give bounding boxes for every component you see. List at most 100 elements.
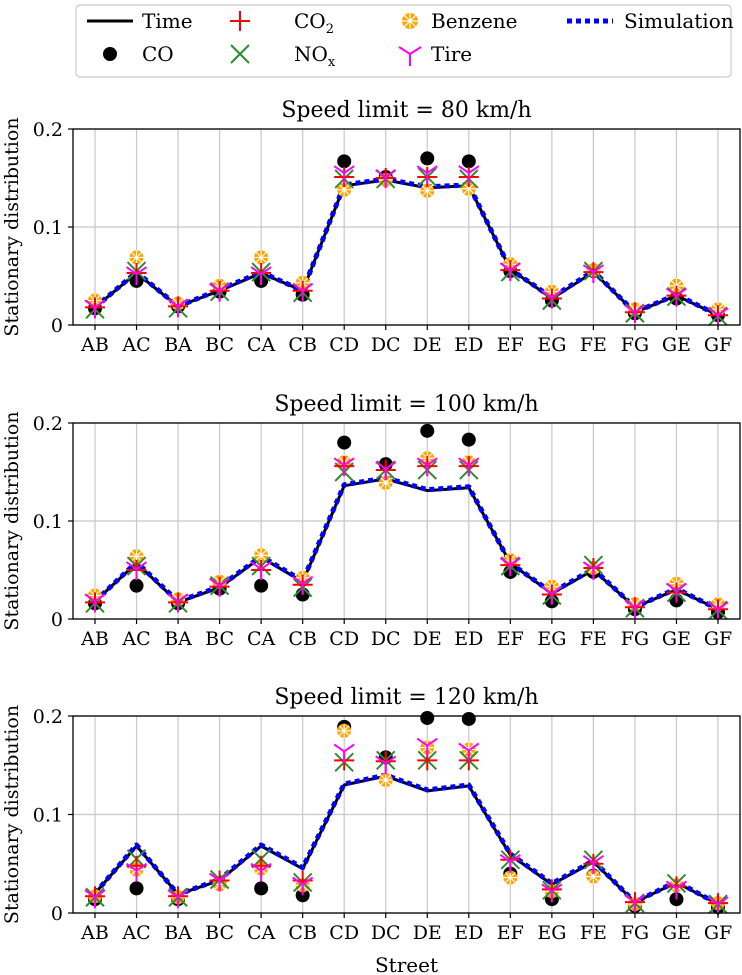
x-tick-label: GE	[662, 628, 691, 650]
point-tire-fe	[582, 264, 604, 284]
chart-title: Speed limit = 100 km/h	[274, 392, 538, 417]
point-tire-ge	[665, 880, 688, 900]
point-tire-ab	[84, 593, 106, 613]
point-tire-ba	[167, 593, 189, 613]
x-tick-label: FE	[580, 628, 607, 650]
y-tick-label: 0	[51, 903, 63, 925]
point-co-cd	[337, 435, 352, 450]
point-tire-ac	[125, 266, 148, 286]
point-tire-ed	[458, 165, 480, 185]
y-tick-label: 0.2	[33, 706, 63, 728]
chart-title: Speed limit = 120 km/h	[274, 685, 538, 710]
series-line-simulation	[93, 772, 720, 907]
point-tire-fe	[582, 854, 604, 874]
x-tick-label: CA	[247, 334, 276, 356]
point-tire-ef	[499, 557, 521, 577]
point-tire-ge	[665, 287, 688, 307]
point-tire-ba	[167, 889, 189, 909]
x-tick-label: GF	[704, 334, 732, 356]
x-tick-label: AB	[80, 628, 109, 650]
point-tire-de	[416, 737, 438, 757]
point-tire-eg	[541, 883, 563, 903]
x-tick-label: BA	[164, 334, 192, 356]
point-tire-ba	[167, 298, 189, 318]
point-tire-eg	[541, 585, 563, 605]
series-line-simulation	[93, 176, 720, 318]
x-tick-label: EF	[497, 334, 524, 356]
point-benzene-dc	[378, 475, 393, 490]
series-line-simulation	[93, 475, 720, 612]
x-tick-label: AC	[121, 628, 150, 650]
point-tire-de	[416, 457, 438, 477]
x-tick-label: EG	[537, 922, 566, 944]
point-tire-ca	[250, 561, 272, 581]
x-tick-label: BA	[164, 922, 192, 944]
x-tick-label: GF	[704, 628, 732, 650]
x-tick-label: DC	[371, 334, 401, 356]
x-tick-label: CA	[247, 922, 276, 944]
point-benzene-ac	[129, 549, 144, 564]
x-tick-label: BC	[205, 334, 234, 356]
point-co-de	[420, 423, 435, 438]
point-tire-de	[416, 165, 438, 185]
x-tick-label: AC	[121, 334, 150, 356]
y-tick-label: 0.1	[33, 217, 63, 239]
point-co-ac	[129, 881, 144, 896]
panel-speed-120: AB AC BA BC CA CB CD DC DE ED EF EG FE FG GE GF 0 0.1 0.2 S…	[1, 685, 741, 975]
point-co-de	[420, 710, 435, 725]
x-tick-label: EF	[497, 628, 524, 650]
x-tick-label: GE	[662, 334, 691, 356]
legend-benzene-label: Benzene	[431, 9, 518, 33]
legend-nox-label: NOx	[294, 42, 336, 70]
point-tire-ca	[250, 266, 272, 286]
x-tick-label: CB	[288, 922, 317, 944]
point-tire-ed	[458, 457, 480, 477]
point-tire-bc	[209, 282, 231, 302]
x-tick-label: BC	[205, 628, 234, 650]
x-tick-label: AB	[80, 334, 109, 356]
point-tire-eg	[541, 289, 563, 309]
point-co-de	[420, 151, 435, 166]
point-co-ca	[254, 881, 269, 896]
y-tick-label: 0.2	[33, 413, 63, 435]
y-axis-label: Stationary distribution	[1, 117, 23, 336]
y-axis-label: Stationary distribution	[1, 411, 23, 630]
x-tick-label: EG	[537, 628, 566, 650]
legend-tire-label: Tire	[431, 42, 472, 66]
legend: Time CO CO2 NOx Benzene	[75, 4, 734, 78]
point-co-ac	[129, 578, 144, 593]
x-tick-label: CB	[288, 628, 317, 650]
point-benzene-cd	[337, 723, 352, 738]
legend-co-marker	[103, 47, 117, 61]
point-co-ed	[461, 154, 476, 169]
y-tick-label: 0	[51, 609, 63, 631]
x-tick-label: CB	[288, 334, 317, 356]
point-tire-bc	[209, 872, 231, 892]
point-benzene-ca	[254, 250, 269, 265]
point-tire-cd	[333, 165, 355, 185]
x-tick-label: DE	[413, 628, 442, 650]
legend-simulation-label: Simulation	[624, 9, 734, 33]
chart-title: Speed limit = 80 km/h	[281, 98, 531, 123]
point-co-ca	[254, 578, 269, 593]
x-tick-label: BA	[164, 628, 192, 650]
point-tire-ef	[499, 853, 521, 873]
x-tick-label: GF	[704, 922, 732, 944]
point-co-ed	[461, 432, 476, 447]
point-benzene-de	[420, 183, 435, 198]
point-tire-ed	[458, 742, 480, 762]
x-tick-label: EG	[537, 334, 566, 356]
point-benzene-ac	[129, 250, 144, 265]
point-tire-fg	[624, 894, 646, 914]
x-tick-label: ED	[454, 922, 483, 944]
legend-time-label: Time	[142, 9, 193, 33]
point-co-cd	[337, 154, 352, 169]
point-tire-dc	[375, 461, 397, 481]
x-tick-label: FG	[621, 334, 649, 356]
point-benzene-dc	[378, 773, 393, 788]
point-benzene-cd	[337, 182, 352, 197]
legend-tire-marker	[398, 46, 422, 66]
legend-nox-marker	[230, 44, 250, 64]
point-tire-cd	[333, 457, 355, 477]
legend-co2-marker	[230, 11, 250, 31]
